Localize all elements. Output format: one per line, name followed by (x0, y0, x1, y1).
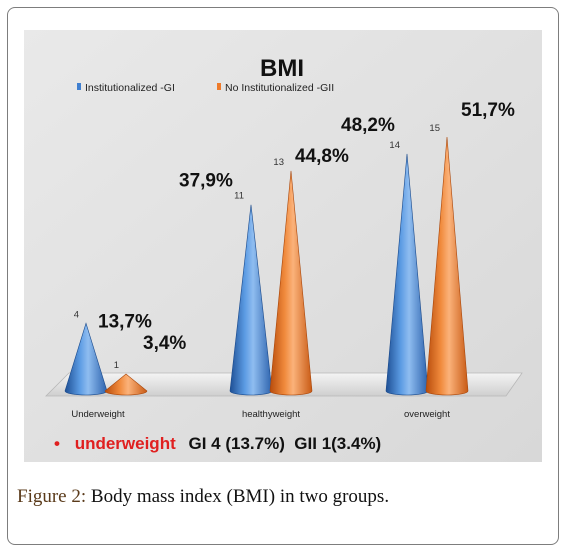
annotation-black-text: GI 4 (13.7%) GII 1(3.4%) (188, 434, 381, 453)
underweight-annotation: • underweight GI 4 (13.7%) GII 1(3.4%) (54, 434, 381, 453)
count-label-gi-healthyweight: 11 (234, 191, 244, 202)
annotation-red-text: underweight (75, 434, 176, 453)
svg-text:• underweight: • underweight GI 4 (13.7%) GII 1(3.4%) (54, 434, 381, 453)
chart-panel: BMI Institutionalized -GI No Institution… (24, 30, 542, 462)
annotation-bullet: • (54, 434, 60, 453)
category-axis: Underweight healthyweight overweight (71, 409, 450, 420)
caption-label: Figure 2: (17, 486, 87, 507)
category-label-underweight: Underweight (71, 409, 125, 420)
legend: Institutionalized -GI No Institutionaliz… (77, 82, 334, 94)
chart-title: BMI (260, 55, 304, 82)
cone-series (64, 136, 469, 396)
percent-label-gii-overweight: 51,7% (461, 100, 515, 121)
bmi-chart: BMI Institutionalized -GI No Institution… (24, 30, 542, 462)
count-label-gii-overweight: 15 (429, 123, 440, 134)
percent-label-gi-underweight: 13,7% (98, 311, 152, 332)
category-label-healthyweight: healthyweight (242, 409, 300, 420)
caption-text: Body mass index (BMI) in two groups. (86, 486, 390, 507)
category-label-overweight: overweight (404, 409, 450, 420)
percent-label-gi-healthyweight: 37,9% (179, 171, 233, 192)
legend-label-gi: Institutionalized -GI (85, 82, 175, 94)
chart-background (24, 30, 542, 462)
cone-gii-underweight (104, 373, 148, 396)
percent-label-gii-healthyweight: 44,8% (295, 146, 349, 167)
count-label-gii-underweight: 1 (114, 360, 119, 371)
figure-caption: Figure 2: Body mass index (BMI) in two g… (17, 486, 389, 508)
percent-label-gi-overweight: 48,2% (341, 115, 395, 136)
count-label-gi-underweight: 4 (74, 309, 79, 320)
legend-swatch-gi (77, 83, 81, 90)
cone-gii-healthyweight (269, 170, 313, 396)
percent-label-gii-underweight: 3,4% (143, 333, 186, 354)
legend-swatch-gii (217, 83, 221, 90)
count-label-gii-healthyweight: 13 (273, 157, 284, 168)
count-label-gi-overweight: 14 (389, 140, 400, 151)
legend-label-gii: No Institutionalized -GII (225, 82, 334, 94)
cone-gii-overweight (425, 136, 469, 396)
